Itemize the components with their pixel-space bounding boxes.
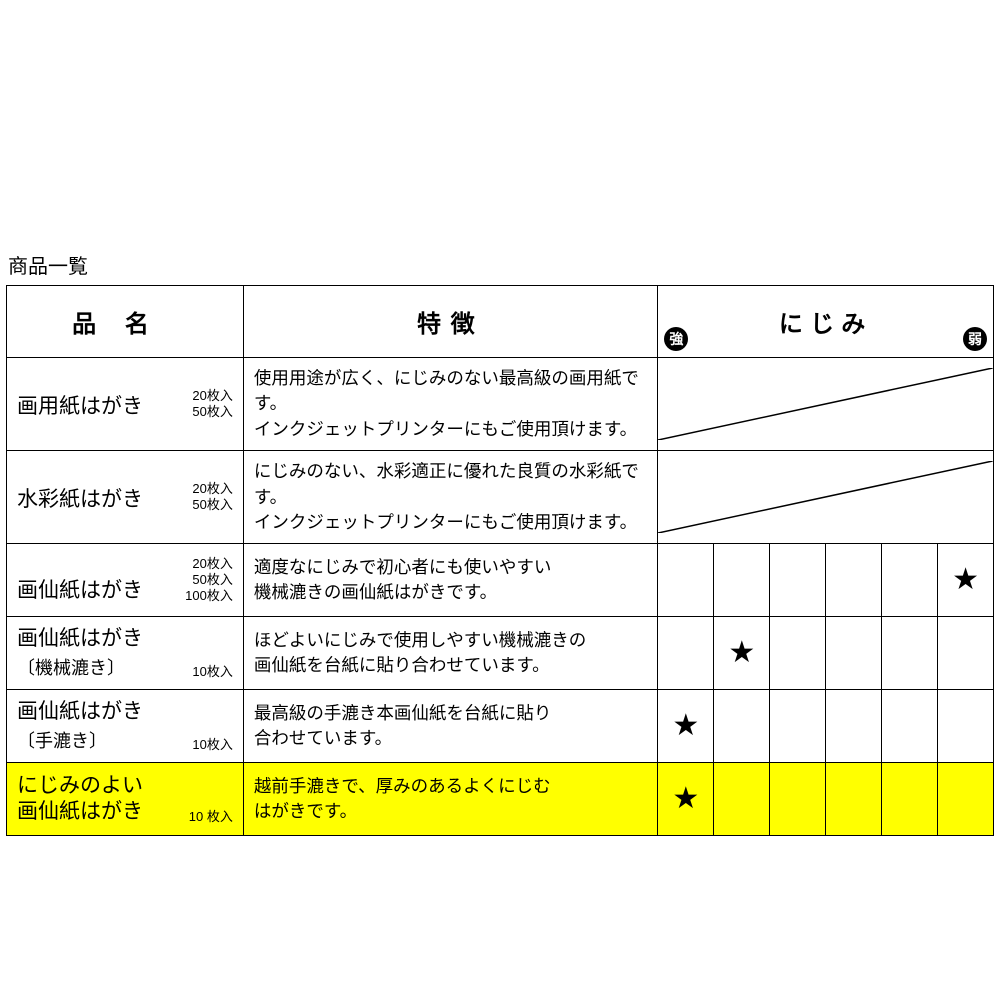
nijimi-slot: [881, 617, 937, 689]
nijimi-cell: [658, 358, 994, 451]
nijimi-cell: [658, 451, 994, 544]
nijimi-grid: ★: [658, 763, 993, 835]
product-name: 画仙紙はがき: [17, 578, 143, 604]
nijimi-slot: [937, 690, 993, 762]
product-feature: 適度なにじみで初心者にも使いやすい機械漉きの画仙紙はがきです。: [243, 544, 658, 617]
star-icon: ★: [728, 638, 755, 668]
table-row: 画用紙はがき 20枚入50枚入使用用途が広く、にじみのない最高級の画用紙です。イン…: [7, 358, 994, 451]
nijimi-slot: ★: [658, 763, 713, 835]
nijimi-slot: [937, 763, 993, 835]
product-feature: 越前手漉きで、厚みのあるよくにじむはがきです。: [243, 763, 658, 836]
nijimi-cell: ★: [658, 690, 994, 763]
table-row: 水彩紙はがき 20枚入50枚入にじみのない、水彩適正に優れた良質の水彩紙です。イン…: [7, 451, 994, 544]
col-header-name: 品名: [7, 286, 244, 358]
nijimi-diagonal: [658, 368, 993, 440]
nijimi-cell: ★: [658, 617, 994, 690]
nijimi-slot: [881, 763, 937, 835]
nijimi-slot: [937, 617, 993, 689]
nijimi-slot: [713, 763, 769, 835]
nijimi-grid: ★: [658, 544, 993, 616]
star-icon: ★: [672, 784, 699, 814]
product-name: 水彩紙はがき: [17, 487, 143, 513]
product-feature: 使用用途が広く、にじみのない最高級の画用紙です。インクジェットプリンターにもご使…: [243, 358, 658, 451]
table-header-row: 品名 特徴 強 にじみ 弱: [7, 286, 994, 358]
nijimi-slot: [713, 690, 769, 762]
table-row: 画仙紙はがき〔手漉き〕 10枚入最高級の手漉き本画仙紙を台紙に貼り合わせています。…: [7, 690, 994, 763]
nijimi-slot: [658, 544, 713, 616]
nijimi-slot: [658, 617, 713, 689]
nijimi-slot: [881, 544, 937, 616]
nijimi-slot: [825, 617, 881, 689]
table-row: にじみのよい画仙紙はがき 10 枚入越前手漉きで、厚みのあるよくにじむはがきです。…: [7, 763, 994, 836]
nijimi-label: にじみ: [779, 311, 873, 338]
product-feature: ほどよいにじみで使用しやすい機械漉きの画仙紙を台紙に貼り合わせています。: [243, 617, 658, 690]
product-name: にじみのよい画仙紙はがき: [17, 773, 143, 826]
product-packs: 10枚入: [192, 737, 236, 753]
nijimi-slot: [769, 690, 825, 762]
product-name-cell: 画仙紙はがき〔手漉き〕 10枚入: [7, 690, 244, 763]
product-name-cell: 画仙紙はがき 20枚入50枚入100枚入: [7, 544, 244, 617]
product-packs: 10 枚入: [189, 809, 237, 825]
nijimi-slot: [825, 690, 881, 762]
product-name-cell: 水彩紙はがき 20枚入50枚入: [7, 451, 244, 544]
col-header-nijimi: 強 にじみ 弱: [658, 286, 994, 358]
product-name: 画仙紙はがき: [17, 699, 143, 725]
product-table: 品名 特徴 強 にじみ 弱 画用紙はがき 20枚入50枚入使用用途が広く、にじみの…: [6, 285, 994, 836]
nijimi-cell: ★: [658, 763, 994, 836]
product-name-cell: 画用紙はがき 20枚入50枚入: [7, 358, 244, 451]
product-name-cell: 画仙紙はがき〔機械漉き〕 10枚入: [7, 617, 244, 690]
product-name-cell: にじみのよい画仙紙はがき 10 枚入: [7, 763, 244, 836]
product-packs: 20枚入50枚入100枚入: [185, 556, 237, 605]
product-feature: にじみのない、水彩適正に優れた良質の水彩紙です。インクジェットプリンターにもご使…: [243, 451, 658, 544]
page-title: 商品一覧: [8, 250, 994, 279]
product-packs: 20枚入50枚入: [192, 481, 236, 514]
nijimi-slot: [881, 690, 937, 762]
nijimi-cell: ★: [658, 544, 994, 617]
product-packs: 10枚入: [192, 664, 236, 680]
nijimi-slot: ★: [658, 690, 713, 762]
nijimi-slot: ★: [937, 544, 993, 616]
nijimi-diagonal: [658, 461, 993, 533]
nijimi-slot: [825, 544, 881, 616]
product-name: 画用紙はがき: [17, 394, 143, 420]
product-feature: 最高級の手漉き本画仙紙を台紙に貼り合わせています。: [243, 690, 658, 763]
product-subname: 〔機械漉き〕: [17, 654, 143, 680]
nijimi-slot: ★: [713, 617, 769, 689]
nijimi-strong-badge: 強: [664, 327, 688, 351]
nijimi-slot: [769, 763, 825, 835]
nijimi-slot: [825, 763, 881, 835]
nijimi-slot: [769, 617, 825, 689]
star-icon: ★: [672, 711, 699, 741]
nijimi-slot: [769, 544, 825, 616]
nijimi-grid: ★: [658, 690, 993, 762]
product-packs: 20枚入50枚入: [192, 388, 236, 421]
product-name: 画仙紙はがき: [17, 626, 143, 652]
product-subname: 〔手漉き〕: [17, 727, 143, 753]
star-icon: ★: [952, 565, 979, 595]
table-row: 画仙紙はがき 20枚入50枚入100枚入適度なにじみで初心者にも使いやすい機械漉き…: [7, 544, 994, 617]
col-header-feature: 特徴: [243, 286, 658, 358]
nijimi-grid: ★: [658, 617, 993, 689]
table-row: 画仙紙はがき〔機械漉き〕 10枚入ほどよいにじみで使用しやすい機械漉きの画仙紙を台…: [7, 617, 994, 690]
nijimi-weak-badge: 弱: [963, 327, 987, 351]
nijimi-slot: [713, 544, 769, 616]
